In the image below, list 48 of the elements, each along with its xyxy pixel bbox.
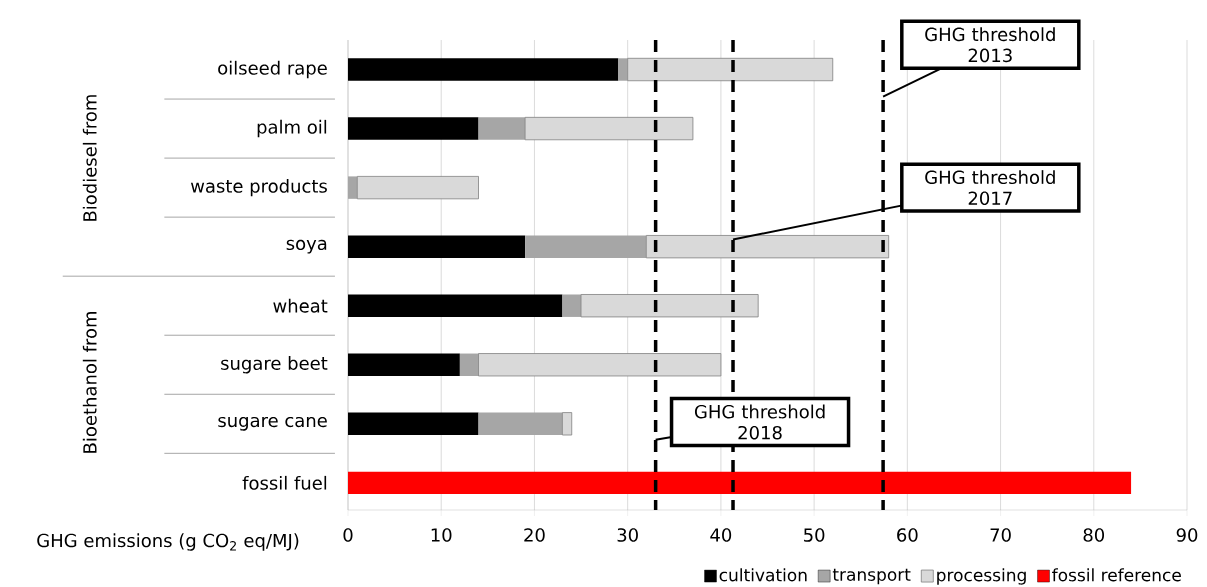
bar <box>348 412 479 436</box>
bar <box>348 235 526 258</box>
y-tick-label: palm oil <box>257 119 327 138</box>
text: Biodiesel from <box>82 95 97 221</box>
ref-line-label: GHG threshold 2013 <box>925 27 1055 63</box>
x-tick-label: 30 <box>617 528 638 542</box>
bar <box>478 412 563 436</box>
x-tick-label: 90 <box>1176 528 1198 542</box>
bar <box>348 353 460 376</box>
bar <box>478 353 722 377</box>
bar <box>645 235 890 259</box>
bar <box>562 412 573 436</box>
y-tick-label: fossil fuel <box>242 475 327 490</box>
legend-label: cultivation <box>719 568 807 582</box>
x-axis-title: GHG emissions (g CO$_{2}$ eq/MJ) <box>37 533 299 551</box>
x-tick-label: 10 <box>431 528 452 542</box>
bar <box>562 294 582 317</box>
x-tick-label: 80 <box>1083 528 1105 542</box>
bar <box>356 175 479 200</box>
bar <box>348 294 563 317</box>
bar <box>478 117 526 140</box>
bar <box>459 353 479 376</box>
x-tick-label: 20 <box>524 528 545 542</box>
y-tick-label: sugare beet <box>221 356 328 374</box>
ref-line-label: GHG threshold 2018 <box>694 404 825 440</box>
x-tick-label: 40 <box>710 528 732 542</box>
y-tick-label: soya <box>286 239 327 254</box>
bar <box>627 57 834 82</box>
bar <box>348 471 1132 495</box>
x-tick-label: 70 <box>990 528 1011 542</box>
bar <box>618 58 628 81</box>
bar <box>525 235 647 258</box>
x-tick-label: 50 <box>804 528 825 542</box>
bar <box>524 116 694 141</box>
bar <box>580 294 759 318</box>
y-tick-label: waste products <box>190 178 327 197</box>
bar <box>348 58 619 81</box>
ref-line-label: GHG threshold 2017 <box>925 170 1055 206</box>
x-tick-label: 60 <box>897 528 918 542</box>
text: Bioethanol from <box>82 312 97 453</box>
y-tick-label: sugare cane <box>218 416 327 431</box>
y-tick-label: wheat <box>273 298 328 313</box>
bar <box>348 117 479 140</box>
y-tick-label: oilseed rape <box>218 60 327 79</box>
legend-label: transport <box>832 568 911 585</box>
x-tick-label: 0 <box>343 528 353 542</box>
legend-label: processing <box>937 568 1026 585</box>
legend-label: fossil reference <box>1052 568 1181 582</box>
